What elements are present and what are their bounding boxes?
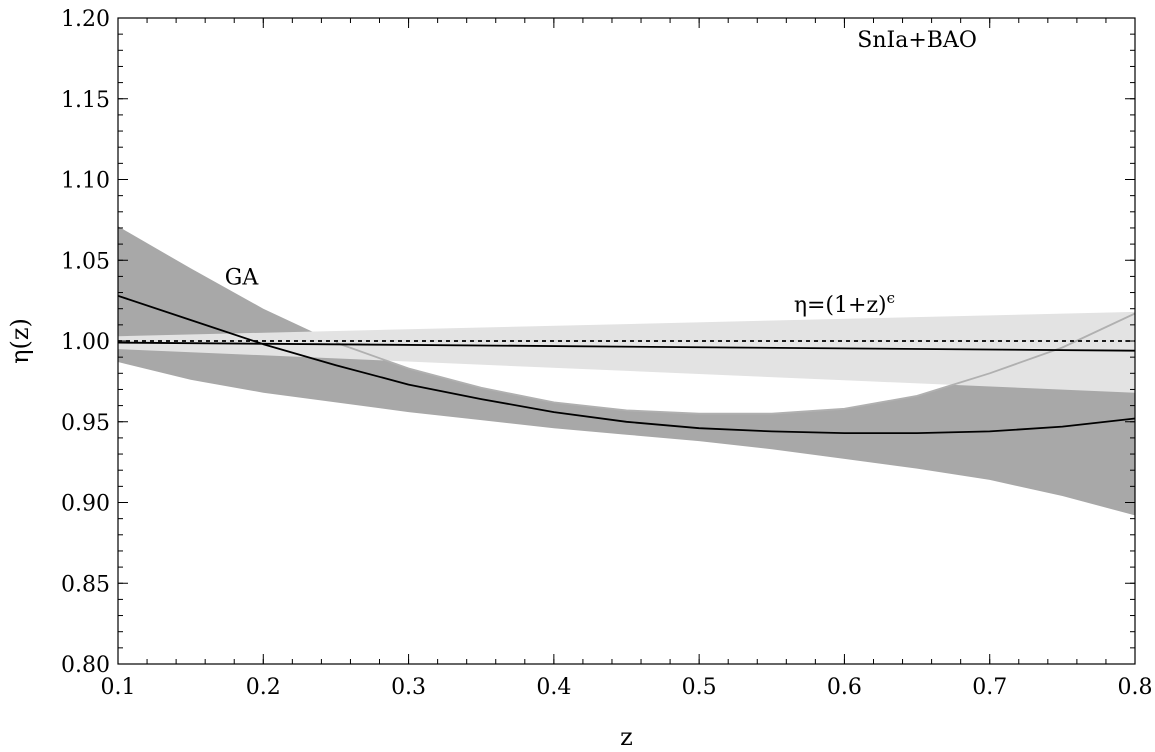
series-line-2 xyxy=(335,312,1135,415)
y-tick-label: 1.15 xyxy=(61,88,110,113)
series-line-3 xyxy=(118,294,1135,435)
y-axis-label: η(z) xyxy=(6,318,34,364)
x-tick-label: 0.4 xyxy=(536,675,571,700)
confidence-band-1 xyxy=(118,311,1135,393)
x-tick-label: 0.1 xyxy=(101,675,136,700)
x-tick-label: 0.7 xyxy=(972,675,1007,700)
series-layer xyxy=(118,226,1135,516)
y-tick-label: 1.20 xyxy=(61,7,110,32)
confidence-band-0 xyxy=(118,226,1135,516)
y-tick-label: 0.95 xyxy=(61,411,110,436)
x-tick-label: 0.2 xyxy=(246,675,281,700)
y-tick-label: 0.80 xyxy=(61,653,110,678)
y-tick-label: 1.00 xyxy=(61,330,110,355)
x-tick-label: 0.8 xyxy=(1118,675,1153,700)
annotations-layer: SnIa+BAO GA η=(1+z)ϵ xyxy=(225,28,977,318)
tick-labels-layer: 0.1 0.2 0.3 0.4 0.5 0.6 0.7 0.8 0.80 0.85 0.90 0.95… xyxy=(61,7,1152,700)
annotation-1: GA xyxy=(225,265,260,290)
x-axis-label: z xyxy=(620,723,633,751)
x-tick-label: 0.3 xyxy=(391,675,426,700)
x-tick-label: 0.6 xyxy=(827,675,862,700)
annotation-0: SnIa+BAO xyxy=(857,28,977,53)
annotation-2: η=(1+z)ϵ xyxy=(794,289,895,318)
y-tick-label: 1.05 xyxy=(61,249,110,274)
y-tick-label: 0.90 xyxy=(61,492,110,517)
series-line-4 xyxy=(118,341,1135,352)
y-tick-label: 1.10 xyxy=(61,169,110,194)
x-tick-label: 0.5 xyxy=(682,675,717,700)
y-tick-label: 0.85 xyxy=(61,572,110,597)
ticks-layer xyxy=(117,17,1136,665)
